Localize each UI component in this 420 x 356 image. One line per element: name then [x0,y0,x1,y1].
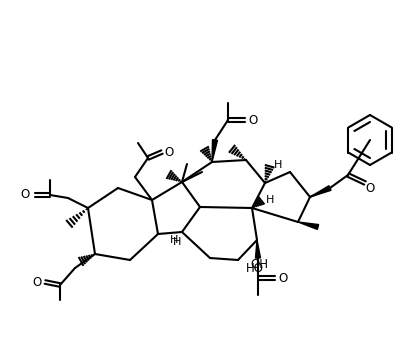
Text: H: H [274,160,282,170]
Polygon shape [255,240,260,258]
Text: O: O [32,276,42,288]
Text: O: O [21,188,30,201]
Text: OH: OH [250,258,268,272]
Text: O: O [248,114,257,126]
Polygon shape [298,222,319,229]
Text: H: H [266,195,274,205]
Text: O: O [164,146,173,158]
Text: O: O [365,182,375,194]
Text: O: O [278,272,288,284]
Text: H: H [170,235,178,245]
Text: HO: HO [246,262,264,274]
Polygon shape [310,186,331,197]
Text: H: H [173,237,181,247]
Polygon shape [212,140,218,162]
